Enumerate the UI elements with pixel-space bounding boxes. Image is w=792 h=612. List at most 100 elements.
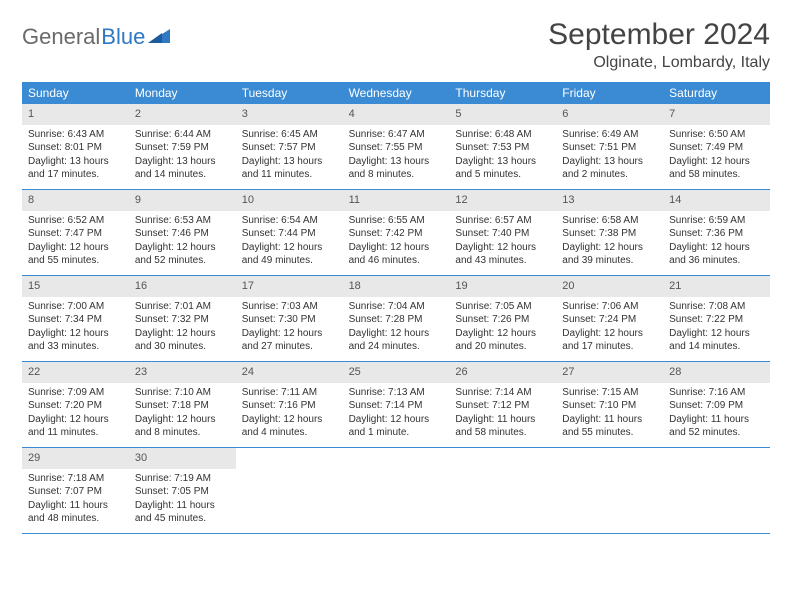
cell-line: Daylight: 12 hours bbox=[455, 241, 550, 255]
calendar-cell: 6Sunrise: 6:49 AMSunset: 7:51 PMDaylight… bbox=[556, 104, 663, 189]
cell-line: Daylight: 12 hours bbox=[349, 241, 444, 255]
cell-line: Sunrise: 7:15 AM bbox=[562, 386, 657, 400]
cell-line: Daylight: 12 hours bbox=[28, 413, 123, 427]
cell-body: Sunrise: 6:50 AMSunset: 7:49 PMDaylight:… bbox=[663, 125, 770, 188]
logo-triangle-icon bbox=[148, 27, 170, 48]
cell-line: Sunrise: 7:09 AM bbox=[28, 386, 123, 400]
cell-line: Sunrise: 7:08 AM bbox=[669, 300, 764, 314]
cell-line: Sunset: 7:34 PM bbox=[28, 313, 123, 327]
cell-body: Sunrise: 6:54 AMSunset: 7:44 PMDaylight:… bbox=[236, 211, 343, 274]
cell-line: Sunrise: 6:43 AM bbox=[28, 128, 123, 142]
cell-line: and 24 minutes. bbox=[349, 340, 444, 354]
cell-line: Daylight: 13 hours bbox=[135, 155, 230, 169]
day-number: 3 bbox=[236, 104, 343, 125]
calendar-cell: 12Sunrise: 6:57 AMSunset: 7:40 PMDayligh… bbox=[449, 190, 556, 275]
day-number: 13 bbox=[556, 190, 663, 211]
calendar-cell bbox=[449, 448, 556, 533]
calendar-cell: 16Sunrise: 7:01 AMSunset: 7:32 PMDayligh… bbox=[129, 276, 236, 361]
cell-line: and 55 minutes. bbox=[562, 426, 657, 440]
day-number: 20 bbox=[556, 276, 663, 297]
cell-line: and 27 minutes. bbox=[242, 340, 337, 354]
calendar-cell: 25Sunrise: 7:13 AMSunset: 7:14 PMDayligh… bbox=[343, 362, 450, 447]
cell-body: Sunrise: 6:44 AMSunset: 7:59 PMDaylight:… bbox=[129, 125, 236, 188]
day-number: 11 bbox=[343, 190, 450, 211]
cell-line: Sunrise: 6:48 AM bbox=[455, 128, 550, 142]
cell-body: Sunrise: 6:55 AMSunset: 7:42 PMDaylight:… bbox=[343, 211, 450, 274]
cell-line: Sunrise: 6:52 AM bbox=[28, 214, 123, 228]
cell-line: and 14 minutes. bbox=[135, 168, 230, 182]
cell-line: and 8 minutes. bbox=[135, 426, 230, 440]
cell-line: Sunset: 7:46 PM bbox=[135, 227, 230, 241]
cell-body: Sunrise: 7:01 AMSunset: 7:32 PMDaylight:… bbox=[129, 297, 236, 360]
calendar: SundayMondayTuesdayWednesdayThursdayFrid… bbox=[22, 82, 770, 534]
calendar-cell: 8Sunrise: 6:52 AMSunset: 7:47 PMDaylight… bbox=[22, 190, 129, 275]
calendar-cell: 14Sunrise: 6:59 AMSunset: 7:36 PMDayligh… bbox=[663, 190, 770, 275]
day-header: Monday bbox=[129, 82, 236, 104]
cell-line: Sunset: 7:12 PM bbox=[455, 399, 550, 413]
cell-line: and 11 minutes. bbox=[242, 168, 337, 182]
cell-line: Daylight: 12 hours bbox=[135, 327, 230, 341]
cell-line: Daylight: 12 hours bbox=[669, 155, 764, 169]
cell-line: Sunset: 7:55 PM bbox=[349, 141, 444, 155]
cell-line: Sunrise: 7:00 AM bbox=[28, 300, 123, 314]
cell-line: and 43 minutes. bbox=[455, 254, 550, 268]
cell-line: Daylight: 11 hours bbox=[562, 413, 657, 427]
location: Olginate, Lombardy, Italy bbox=[548, 54, 770, 72]
cell-line: and 46 minutes. bbox=[349, 254, 444, 268]
cell-line: and 2 minutes. bbox=[562, 168, 657, 182]
cell-line: Sunrise: 6:57 AM bbox=[455, 214, 550, 228]
day-number: 22 bbox=[22, 362, 129, 383]
day-number: 18 bbox=[343, 276, 450, 297]
day-number: 16 bbox=[129, 276, 236, 297]
calendar-cell: 21Sunrise: 7:08 AMSunset: 7:22 PMDayligh… bbox=[663, 276, 770, 361]
calendar-cell: 24Sunrise: 7:11 AMSunset: 7:16 PMDayligh… bbox=[236, 362, 343, 447]
cell-line: and 11 minutes. bbox=[28, 426, 123, 440]
day-number: 23 bbox=[129, 362, 236, 383]
calendar-cell bbox=[236, 448, 343, 533]
calendar-cell: 26Sunrise: 7:14 AMSunset: 7:12 PMDayligh… bbox=[449, 362, 556, 447]
cell-line: and 5 minutes. bbox=[455, 168, 550, 182]
cell-line: Sunset: 7:24 PM bbox=[562, 313, 657, 327]
cell-line: Sunset: 7:18 PM bbox=[135, 399, 230, 413]
cell-line: Daylight: 12 hours bbox=[562, 327, 657, 341]
calendar-cell: 30Sunrise: 7:19 AMSunset: 7:05 PMDayligh… bbox=[129, 448, 236, 533]
cell-line: Daylight: 12 hours bbox=[349, 327, 444, 341]
day-number: 26 bbox=[449, 362, 556, 383]
cell-line: Sunset: 7:40 PM bbox=[455, 227, 550, 241]
day-number: 8 bbox=[22, 190, 129, 211]
cell-body: Sunrise: 6:49 AMSunset: 7:51 PMDaylight:… bbox=[556, 125, 663, 188]
cell-line: Sunset: 7:30 PM bbox=[242, 313, 337, 327]
cell-line: Sunset: 7:32 PM bbox=[135, 313, 230, 327]
cell-line: Daylight: 11 hours bbox=[455, 413, 550, 427]
calendar-week: 8Sunrise: 6:52 AMSunset: 7:47 PMDaylight… bbox=[22, 190, 770, 276]
cell-body: Sunrise: 7:00 AMSunset: 7:34 PMDaylight:… bbox=[22, 297, 129, 360]
day-number: 27 bbox=[556, 362, 663, 383]
cell-line: and 14 minutes. bbox=[669, 340, 764, 354]
cell-body: Sunrise: 7:16 AMSunset: 7:09 PMDaylight:… bbox=[663, 383, 770, 446]
cell-line: Daylight: 12 hours bbox=[455, 327, 550, 341]
cell-body: Sunrise: 6:47 AMSunset: 7:55 PMDaylight:… bbox=[343, 125, 450, 188]
calendar-cell: 4Sunrise: 6:47 AMSunset: 7:55 PMDaylight… bbox=[343, 104, 450, 189]
cell-body: Sunrise: 6:52 AMSunset: 7:47 PMDaylight:… bbox=[22, 211, 129, 274]
calendar-cell: 23Sunrise: 7:10 AMSunset: 7:18 PMDayligh… bbox=[129, 362, 236, 447]
cell-line: Sunset: 7:28 PM bbox=[349, 313, 444, 327]
calendar-cell: 13Sunrise: 6:58 AMSunset: 7:38 PMDayligh… bbox=[556, 190, 663, 275]
calendar-cell: 11Sunrise: 6:55 AMSunset: 7:42 PMDayligh… bbox=[343, 190, 450, 275]
cell-line: Daylight: 12 hours bbox=[562, 241, 657, 255]
cell-line: Daylight: 12 hours bbox=[135, 413, 230, 427]
cell-line: and 39 minutes. bbox=[562, 254, 657, 268]
month-title: September 2024 bbox=[548, 18, 770, 52]
cell-line: Daylight: 13 hours bbox=[562, 155, 657, 169]
cell-line: Sunset: 7:20 PM bbox=[28, 399, 123, 413]
cell-line: Sunset: 7:16 PM bbox=[242, 399, 337, 413]
cell-line: Sunrise: 6:45 AM bbox=[242, 128, 337, 142]
cell-body: Sunrise: 6:53 AMSunset: 7:46 PMDaylight:… bbox=[129, 211, 236, 274]
calendar-week: 1Sunrise: 6:43 AMSunset: 8:01 PMDaylight… bbox=[22, 104, 770, 190]
cell-line: Sunset: 7:36 PM bbox=[669, 227, 764, 241]
cell-line: Sunset: 7:47 PM bbox=[28, 227, 123, 241]
calendar-cell: 19Sunrise: 7:05 AMSunset: 7:26 PMDayligh… bbox=[449, 276, 556, 361]
day-header: Thursday bbox=[449, 82, 556, 104]
logo-text-general: General bbox=[22, 24, 100, 50]
calendar-cell: 2Sunrise: 6:44 AMSunset: 7:59 PMDaylight… bbox=[129, 104, 236, 189]
calendar-cell: 17Sunrise: 7:03 AMSunset: 7:30 PMDayligh… bbox=[236, 276, 343, 361]
